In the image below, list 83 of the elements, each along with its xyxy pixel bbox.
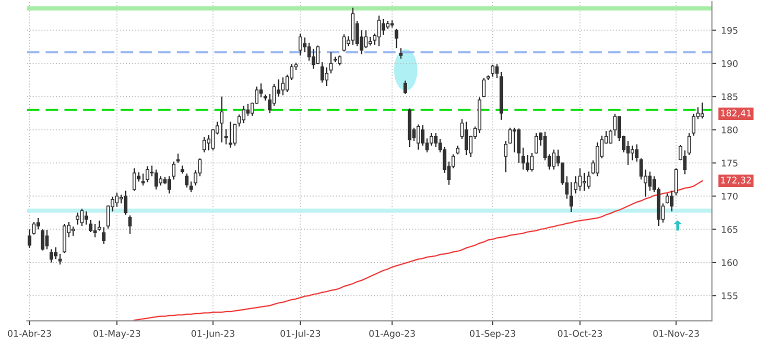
candlestick <box>158 176 162 186</box>
candlestick <box>338 54 342 66</box>
candlestick <box>504 140 508 173</box>
y-tick-label: 180 <box>722 126 738 134</box>
line-series <box>134 180 703 321</box>
candlestick <box>613 113 617 136</box>
candlestick <box>54 246 58 260</box>
candlestick <box>490 64 494 78</box>
candlestick <box>71 226 75 237</box>
candlestick <box>626 140 630 166</box>
x-tick-label: 01-Sep-23 <box>470 330 516 339</box>
candlestick <box>93 223 97 238</box>
candlestick <box>324 66 328 87</box>
x-tick-label: 01-Oct-23 <box>558 330 602 337</box>
candlestick <box>80 208 84 227</box>
candlestick <box>530 152 534 172</box>
candlestick <box>464 121 468 156</box>
text: 172,32 <box>721 176 751 184</box>
candlestick <box>172 160 176 180</box>
candlestick <box>342 34 346 52</box>
y-tick-label: 185 <box>722 93 738 100</box>
candlestick <box>58 253 62 266</box>
candlestick <box>666 192 670 204</box>
x-tick-label: 01-Ago-23 <box>369 330 415 339</box>
candlestick <box>404 80 407 95</box>
candlestick <box>189 180 193 193</box>
candlestick <box>482 77 486 98</box>
x-tick-label: 01-Jul-23 <box>280 330 320 339</box>
y-tick-label: 160 <box>722 259 738 266</box>
x-tick-label: 01-Nov-23 <box>653 330 699 337</box>
candlestick <box>534 132 538 154</box>
text: 182,41 <box>721 110 751 118</box>
y-tick-label: 155 <box>722 292 738 300</box>
candlestick <box>185 172 189 188</box>
candlestick <box>141 172 145 186</box>
y-tick-label: 170 <box>722 192 738 200</box>
candlestick <box>124 190 128 216</box>
candlestick <box>281 76 285 96</box>
candlestick <box>526 154 530 172</box>
candlestick <box>115 192 119 208</box>
candlestick <box>648 170 652 192</box>
x-tick-label: 01-Jun-23 <box>192 330 234 339</box>
candlestick <box>570 182 573 213</box>
candlestick <box>176 153 180 164</box>
x-tick-label: 01-May-23 <box>93 330 140 339</box>
candlestick <box>220 96 224 144</box>
candlestick <box>399 48 403 60</box>
candlestick <box>102 226 106 245</box>
candlestick <box>582 172 586 192</box>
candlestick <box>574 176 578 194</box>
candlestick <box>692 113 696 136</box>
candlestick <box>146 166 150 183</box>
candlestick <box>228 121 232 148</box>
candlestick <box>40 228 44 252</box>
candlestick <box>382 18 386 36</box>
candlestick <box>298 32 302 56</box>
candlestick <box>430 132 434 146</box>
candlestick <box>329 52 333 74</box>
candlestick <box>630 145 634 161</box>
candlestick <box>495 63 499 79</box>
candlestick <box>683 150 687 175</box>
y-tick-label: 165 <box>722 226 738 233</box>
candlestick <box>508 127 512 144</box>
candlestick <box>224 128 228 145</box>
candlestick <box>50 248 54 264</box>
candlestick <box>687 132 691 156</box>
candlestick <box>98 220 102 232</box>
candlestick <box>512 127 516 153</box>
candlestick <box>364 30 368 49</box>
candlestick <box>32 221 36 236</box>
candlestick <box>242 105 246 124</box>
candlestick <box>307 42 311 62</box>
x-tick-label: 01-Abr-23 <box>8 330 51 337</box>
candlestick <box>76 212 80 226</box>
candlestick <box>45 229 49 250</box>
candlestick <box>132 168 136 192</box>
candlestick <box>246 103 250 116</box>
y-tick-label: 190 <box>722 60 738 67</box>
candlestick <box>316 44 320 65</box>
y-tick-label: 195 <box>722 26 738 34</box>
y-tick-label: 175 <box>722 160 738 167</box>
candlestick <box>674 168 678 196</box>
candlestick <box>608 129 612 144</box>
